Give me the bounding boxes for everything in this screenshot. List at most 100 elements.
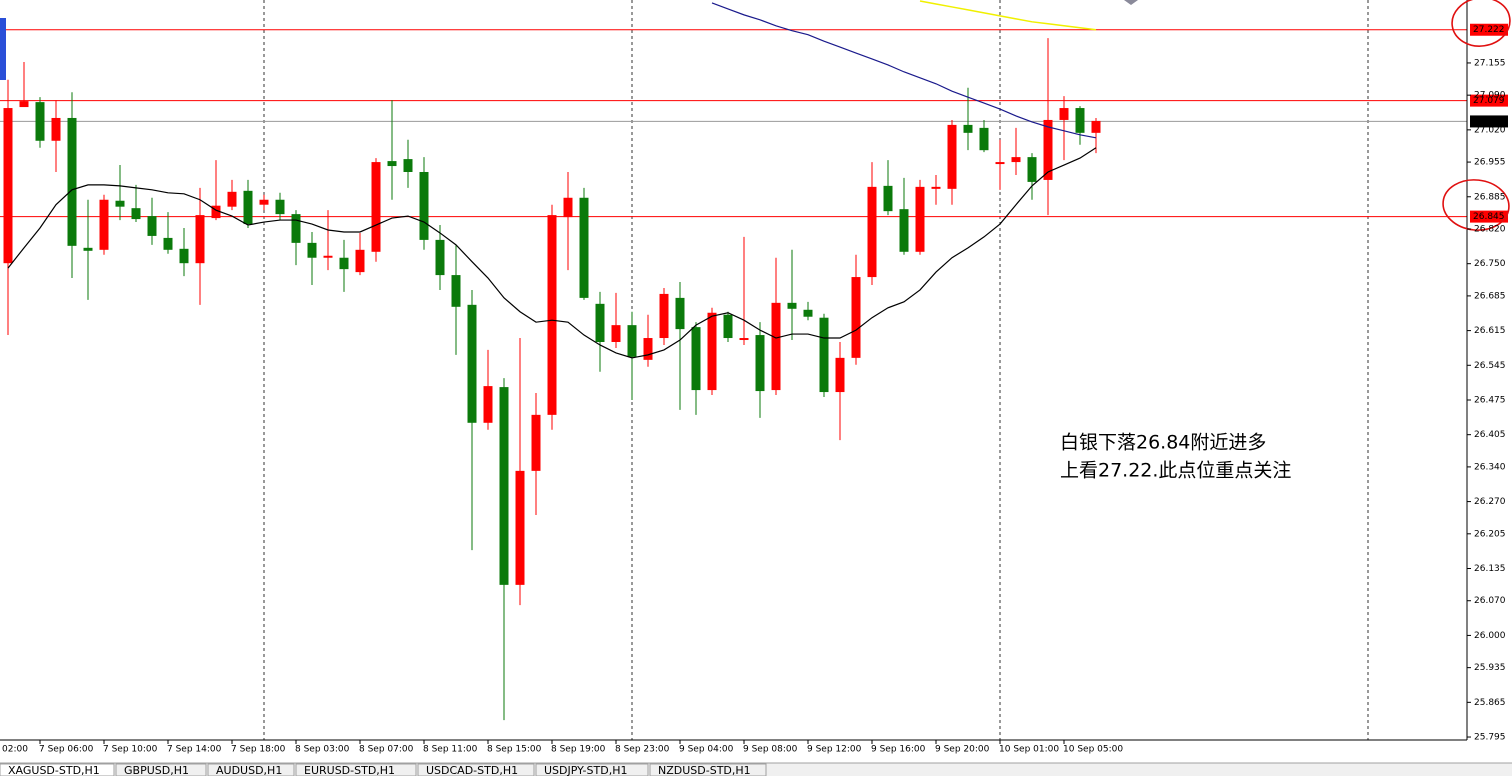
price-level-box <box>1470 115 1508 128</box>
x-tick-label: 9 Sep 20:00 <box>935 745 990 755</box>
candle-body <box>179 248 189 264</box>
y-tick-label: 26.070 <box>1474 596 1506 606</box>
price-level-label: 27.222 <box>1473 25 1505 35</box>
x-tick-label: 9 Sep 12:00 <box>807 745 862 755</box>
candle-body <box>243 190 253 225</box>
candle-body <box>83 247 93 251</box>
tab-background[interactable] <box>535 763 649 776</box>
y-tick-label: 26.135 <box>1474 564 1506 574</box>
candle-body <box>147 216 157 236</box>
candle-body <box>323 255 333 258</box>
candle-body <box>723 314 733 339</box>
moving-average <box>7 147 1097 359</box>
candle-body <box>387 161 397 167</box>
candle-body <box>99 199 109 250</box>
candle-body <box>115 200 125 207</box>
candle-body <box>451 275 461 307</box>
candle-body <box>3 108 13 264</box>
y-tick-label: 26.955 <box>1474 158 1506 168</box>
y-tick-label: 26.820 <box>1474 224 1506 234</box>
annotation: 白银下落26.84附近进多 <box>1060 432 1266 454</box>
candle-body <box>483 386 493 423</box>
tab-background[interactable] <box>207 763 295 776</box>
y-tick-label: 26.000 <box>1474 631 1506 641</box>
candle-body <box>979 127 989 151</box>
candle-body <box>275 199 285 215</box>
moving-average <box>919 0 1097 31</box>
moving-average <box>711 2 1097 139</box>
tab-label[interactable]: XAGUSD-STD,H1 <box>8 764 100 776</box>
tab-label[interactable]: USDJPY-STD,H1 <box>544 764 627 776</box>
x-tick-label: 8 Sep 07:00 <box>359 745 414 755</box>
y-tick-label: 27.020 <box>1474 125 1506 135</box>
candle-body <box>947 124 957 189</box>
candle-body <box>771 302 781 391</box>
candle-body <box>227 191 237 207</box>
candle-body <box>579 197 589 298</box>
highlight-circle <box>1442 179 1510 231</box>
candle-body <box>339 257 349 270</box>
y-tick-label: 25.795 <box>1474 733 1506 743</box>
y-tick-label: 26.270 <box>1474 497 1506 507</box>
y-tick-label: 26.340 <box>1474 462 1506 472</box>
tab[interactable]: NZDUSD-STD,H1 <box>649 763 767 776</box>
tab-background[interactable] <box>0 763 115 776</box>
tab[interactable]: USDJPY-STD,H1 <box>535 763 649 776</box>
candle-body <box>899 209 909 252</box>
candle-body <box>35 102 45 141</box>
tab-background[interactable] <box>649 763 767 776</box>
annotation: 上看27.22.此点位重点关注 <box>1060 460 1291 482</box>
candle-body <box>995 162 1005 165</box>
x-tick-label: 7 Sep 06:00 <box>39 745 94 755</box>
candle-body <box>531 414 541 471</box>
tab[interactable]: GBPUSD,H1 <box>115 763 207 776</box>
candle-body <box>291 214 301 243</box>
candle-body <box>1091 120 1101 133</box>
y-tick-label: 27.090 <box>1474 91 1506 101</box>
candle-body <box>211 205 221 219</box>
tab-background[interactable] <box>295 763 417 776</box>
x-tick-label: 10 Sep 05:00 <box>1063 745 1123 755</box>
candle-body <box>259 199 269 205</box>
tab-label[interactable]: AUDUSD,H1 <box>216 764 282 776</box>
tab-label[interactable]: USDCAD-STD,H1 <box>426 764 518 776</box>
overlay: 27.222 27.079 27.037 26.845 <box>1470 23 1508 223</box>
x-tick-label: 7 Sep 10:00 <box>103 745 158 755</box>
tab[interactable]: AUDUSD,H1 <box>207 763 295 776</box>
candle-body <box>819 317 829 393</box>
object-marker <box>1124 0 1138 5</box>
candle-body <box>787 302 797 309</box>
y-tick-label: 26.545 <box>1474 361 1506 371</box>
candle-body <box>131 208 141 220</box>
price-level-box <box>1470 23 1508 36</box>
tab[interactable]: XAGUSD-STD,H1 <box>0 763 115 776</box>
y-tick-label: 26.885 <box>1474 192 1506 202</box>
tab-label[interactable]: NZDUSD-STD,H1 <box>658 764 751 776</box>
candle-body <box>515 470 525 585</box>
candle-body <box>739 338 749 341</box>
tab[interactable]: EURUSD-STD,H1 <box>295 763 417 776</box>
y-tick-label: 26.205 <box>1474 529 1506 539</box>
x-tick-label: 8 Sep 15:00 <box>487 745 542 755</box>
candle-body <box>915 186 925 252</box>
y-tick-label: 26.475 <box>1474 395 1506 405</box>
price-level-label: 27.037 <box>1473 117 1505 127</box>
candle-body <box>371 162 381 252</box>
candle-body <box>563 197 573 218</box>
candle-body <box>163 237 173 250</box>
candle-body <box>547 215 557 415</box>
tab-background[interactable] <box>115 763 207 776</box>
candle-body <box>803 309 813 317</box>
candle-body <box>195 215 205 264</box>
highlight-circle <box>1451 0 1511 47</box>
candle-body <box>627 325 637 357</box>
candle-body <box>755 335 765 392</box>
tab-label[interactable]: EURUSD-STD,H1 <box>304 764 395 776</box>
candle-body <box>883 185 893 212</box>
tab[interactable]: USDCAD-STD,H1 <box>417 763 535 776</box>
candle-body <box>51 117 61 141</box>
tab-label[interactable]: GBPUSD,H1 <box>124 764 189 776</box>
tab-background[interactable] <box>417 763 535 776</box>
y-tick-label: 25.865 <box>1474 698 1506 708</box>
